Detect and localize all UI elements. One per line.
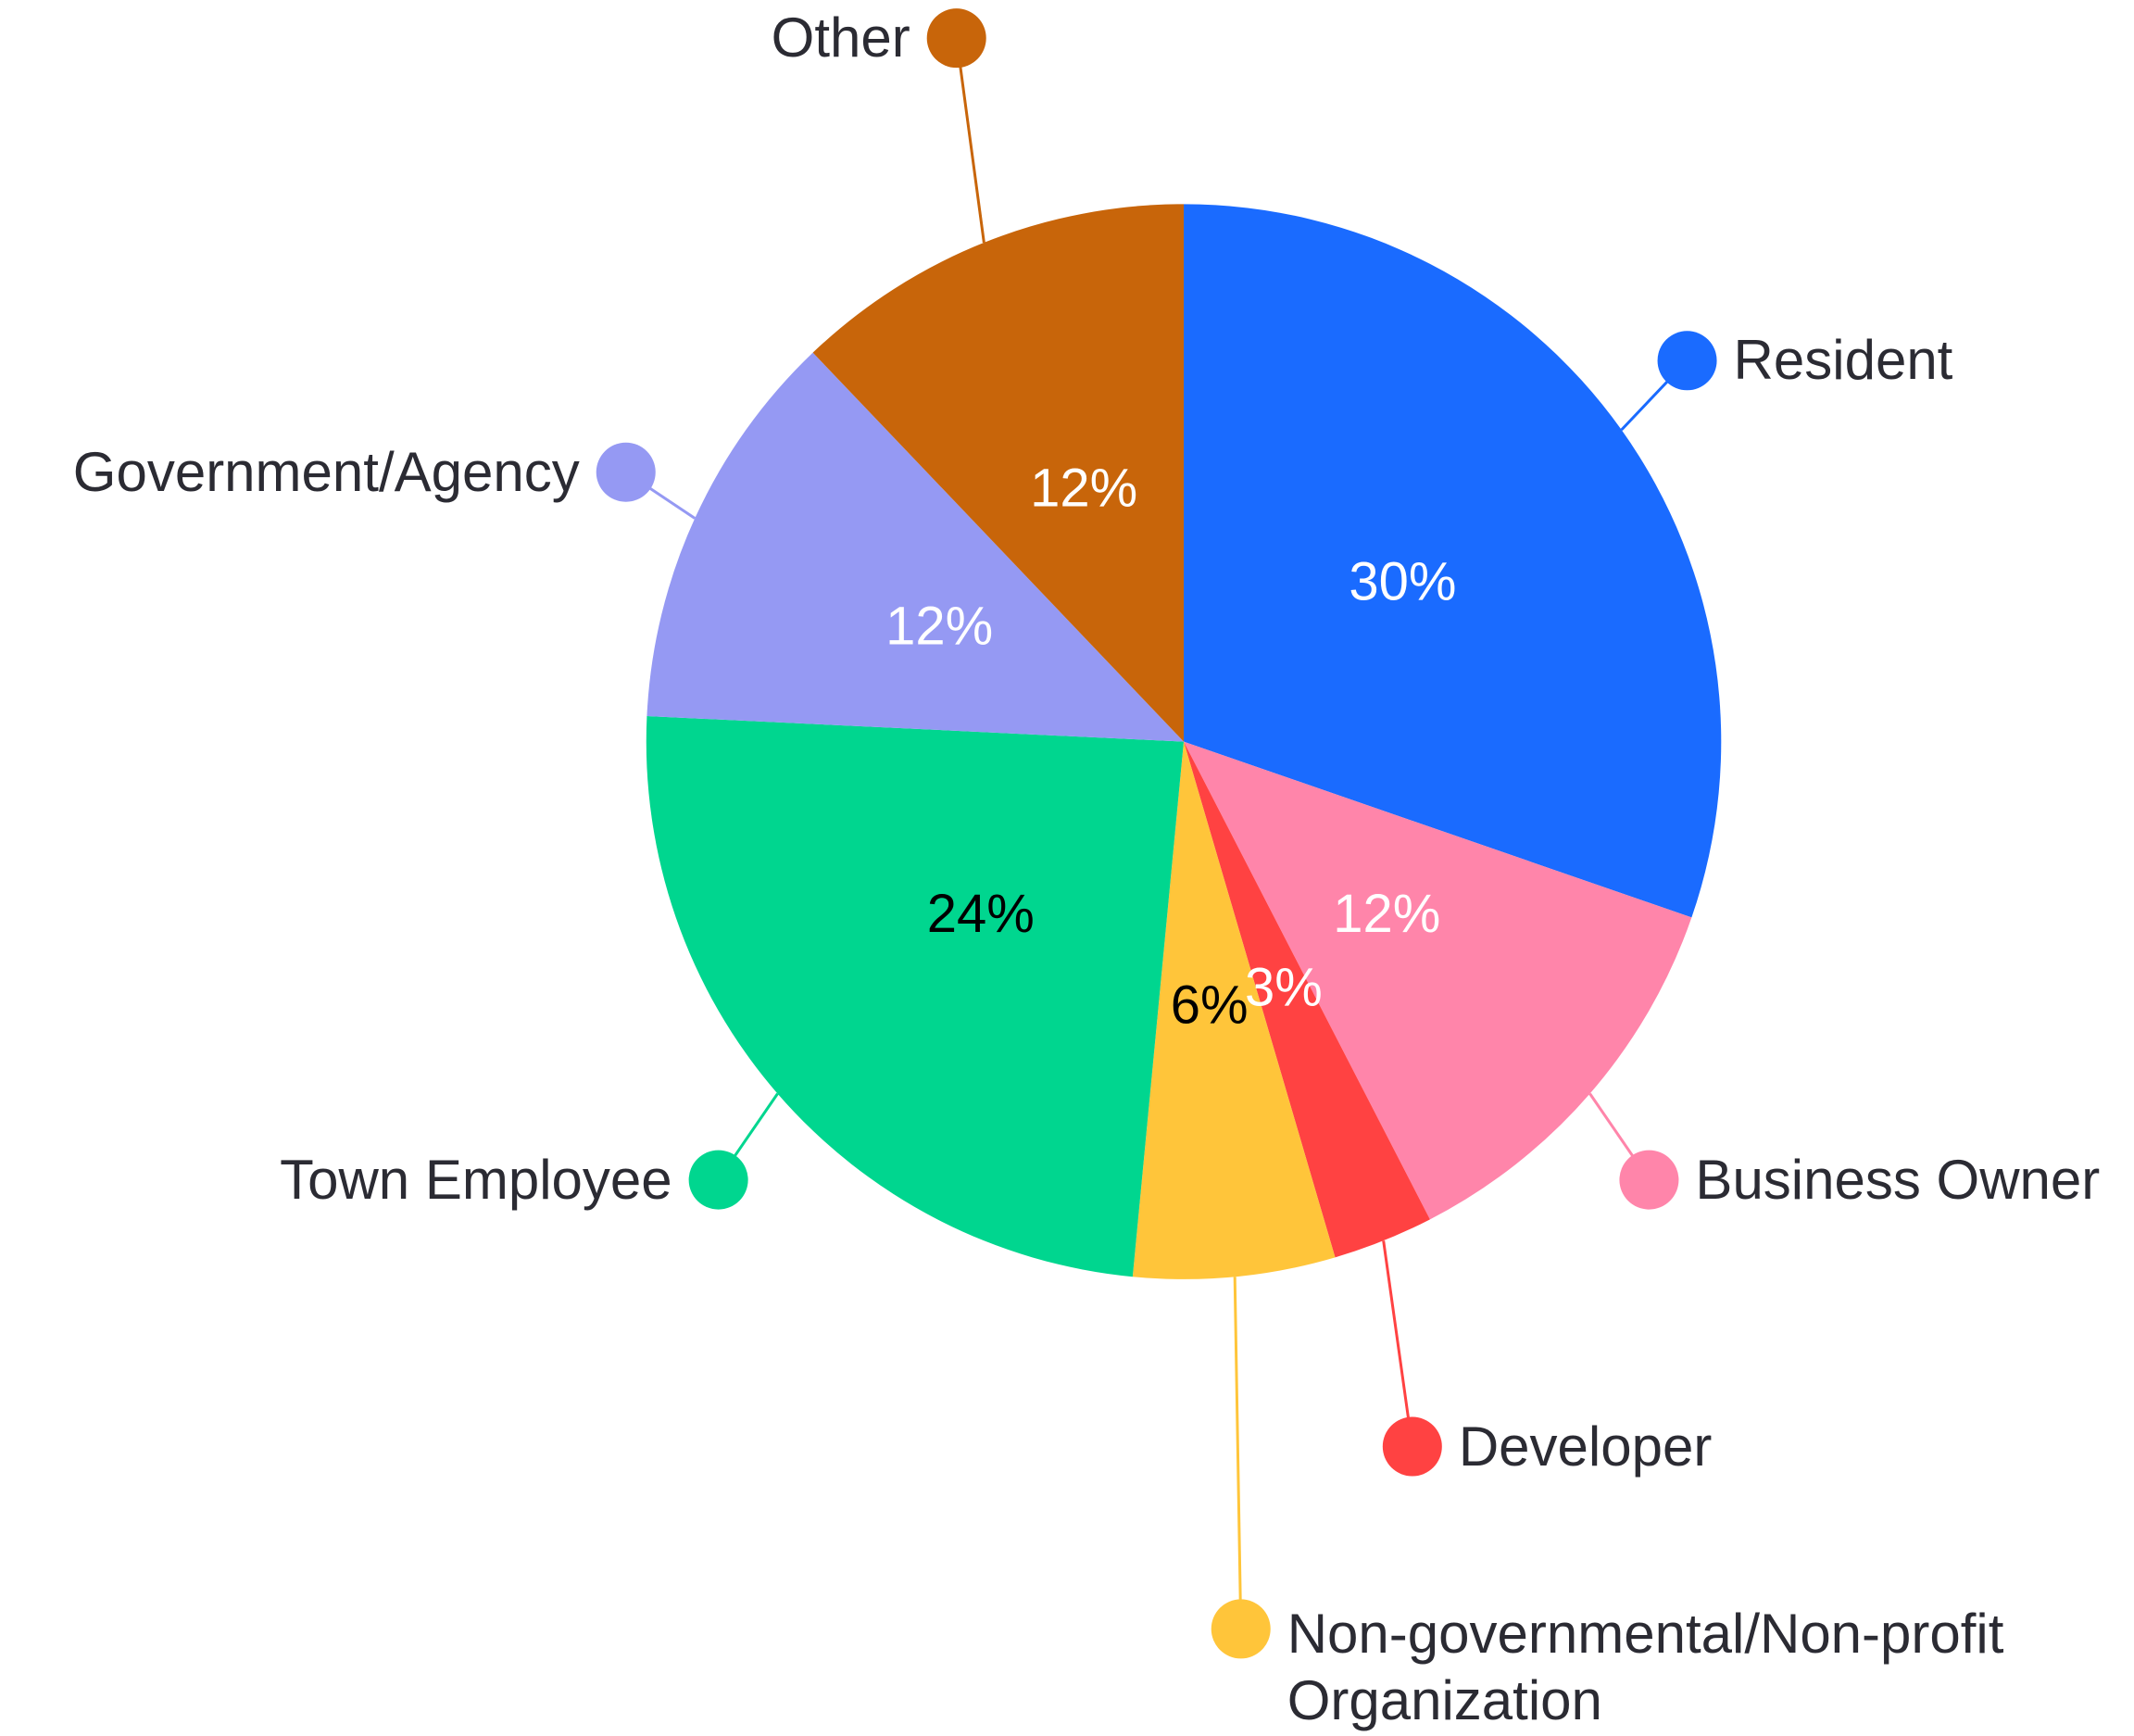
legend-dot (1657, 331, 1717, 391)
value-label: 30% (1349, 552, 1456, 612)
legend-dot (1211, 1599, 1271, 1659)
pie-slice (1184, 204, 1722, 918)
category-label: Non-governmental/Non-profit Organization (1287, 1603, 2004, 1732)
legend-dot (1619, 1150, 1679, 1210)
leader-line (1382, 1240, 1414, 1447)
category-label: Developer (1458, 1415, 1713, 1478)
legend-dot (596, 442, 656, 502)
value-label: 12% (1030, 459, 1137, 519)
pie-slice (1184, 741, 1692, 1220)
leader-line (1233, 1277, 1243, 1629)
value-label: 3% (1245, 957, 1323, 1017)
value-label: 24% (927, 884, 1035, 944)
legend-dot (926, 8, 986, 69)
category-label: Other (771, 6, 910, 69)
category-label: Government/Agency (72, 440, 580, 503)
pie-slice (1184, 741, 1430, 1258)
category-label: Business Owner (1695, 1148, 2101, 1211)
value-label: 6% (1171, 975, 1249, 1036)
pie-slice (646, 715, 1185, 1277)
value-label: 12% (1333, 884, 1440, 944)
legend-dot (1382, 1416, 1442, 1477)
pie-slice (1132, 741, 1336, 1279)
pie-slice (646, 352, 1185, 742)
category-label: Resident (1733, 329, 1953, 392)
value-label: 12% (885, 596, 993, 656)
legend-dot (688, 1150, 748, 1210)
leader-line (955, 37, 985, 244)
category-label: Town Employee (280, 1148, 672, 1211)
pie-slice (812, 204, 1185, 742)
